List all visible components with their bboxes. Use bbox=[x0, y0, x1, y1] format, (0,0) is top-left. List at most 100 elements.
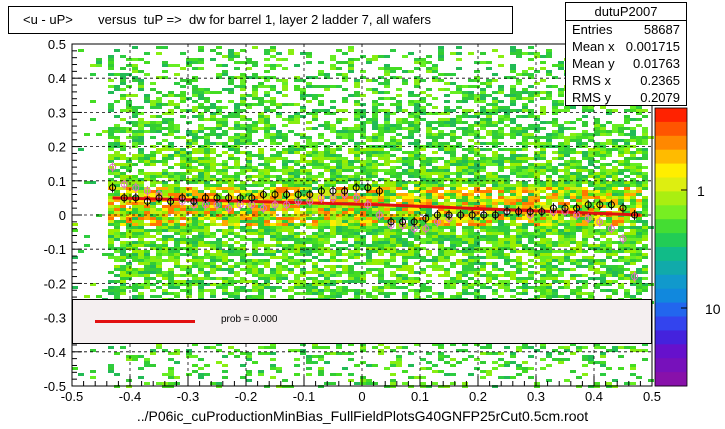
stats-label: Mean y bbox=[572, 56, 615, 71]
black-profile-point bbox=[422, 214, 430, 222]
black-profile-point bbox=[433, 211, 441, 219]
black-profile-point bbox=[538, 208, 546, 216]
color-scale-band bbox=[655, 316, 687, 331]
y-tick-label: -0.1 bbox=[44, 242, 66, 257]
black-profile-point bbox=[410, 218, 418, 226]
pink-profile-point bbox=[109, 163, 117, 171]
black-profile-point bbox=[178, 194, 186, 202]
black-profile-point bbox=[306, 190, 314, 198]
y-tick-label: -0.5 bbox=[44, 379, 66, 394]
black-profile-point bbox=[283, 190, 291, 198]
black-profile-point bbox=[143, 197, 151, 205]
color-scale-band bbox=[655, 135, 687, 151]
black-profile-point bbox=[607, 201, 615, 209]
color-scale-band bbox=[655, 219, 687, 234]
pink-profile-point bbox=[271, 201, 279, 209]
black-profile-point bbox=[561, 204, 569, 212]
legend: prob = 0.000 bbox=[72, 299, 652, 344]
color-scale-band bbox=[655, 149, 687, 165]
y-tick-label: 0.5 bbox=[48, 37, 66, 52]
black-profile-point bbox=[364, 184, 372, 192]
black-profile-point bbox=[457, 211, 465, 219]
black-profile-point bbox=[213, 194, 221, 202]
stats-value: 0.001715 bbox=[625, 39, 680, 54]
black-profile-point bbox=[329, 187, 337, 195]
x-tick-label: 0.4 bbox=[585, 389, 603, 404]
pink-profile-point bbox=[631, 273, 639, 281]
color-scale-band bbox=[655, 344, 687, 359]
axes: -0.5 -0.4 -0.3 -0.2 -0.1 0 0.1 0.2 0.3 0.4 0.5 -0.5… bbox=[44, 37, 661, 404]
y-tick-label: 0.2 bbox=[48, 140, 66, 155]
black-profile-point bbox=[190, 197, 198, 205]
profile-markers bbox=[109, 162, 639, 282]
stats-label: RMS x bbox=[572, 73, 611, 88]
color-scale-band bbox=[655, 302, 687, 317]
x-tick-label: 0.1 bbox=[411, 389, 429, 404]
black-profile-point bbox=[167, 197, 175, 205]
stats-label: Entries bbox=[572, 22, 613, 37]
black-profile-point bbox=[248, 194, 256, 202]
black-profile-point bbox=[155, 194, 163, 202]
x-tick-label: -0.3 bbox=[177, 389, 199, 404]
y-tick-label: 0.4 bbox=[48, 71, 66, 86]
stats-row-mean-x: Mean x 0.001715 bbox=[566, 38, 686, 55]
pink-profile-point bbox=[607, 225, 615, 233]
pink-profile-point bbox=[225, 204, 233, 212]
color-scale-band bbox=[655, 274, 687, 290]
color-scale-band bbox=[655, 233, 687, 248]
y-tick-label: 0.3 bbox=[48, 105, 66, 120]
x-tick-label: 0.3 bbox=[527, 389, 545, 404]
stats-value: 0.01763 bbox=[633, 56, 680, 71]
black-profile-point bbox=[225, 194, 233, 202]
stats-row-rms-y: RMS y 0.2079 bbox=[566, 89, 686, 106]
heatmap-cells bbox=[72, 46, 654, 388]
color-scale-band bbox=[655, 330, 687, 345]
pink-profile-point bbox=[143, 187, 151, 195]
stats-row-mean-y: Mean y 0.01763 bbox=[566, 55, 686, 72]
black-profile-point bbox=[387, 218, 395, 226]
pink-profile-point bbox=[584, 214, 592, 222]
x-tick-label: 0 bbox=[358, 389, 365, 404]
black-profile-point bbox=[619, 204, 627, 212]
color-scale-band bbox=[655, 177, 687, 192]
black-profile-point bbox=[120, 194, 128, 202]
black-profile-point bbox=[549, 204, 557, 212]
pink-profile-point bbox=[352, 194, 360, 202]
y-tick-label: -0.2 bbox=[44, 276, 66, 291]
black-profile-point bbox=[480, 211, 488, 219]
black-profile-point bbox=[236, 194, 244, 202]
pink-profile-point bbox=[619, 235, 627, 243]
stats-value: 0.2365 bbox=[640, 73, 680, 88]
x-tick-label: -0.4 bbox=[119, 389, 141, 404]
stats-label: Mean x bbox=[572, 39, 615, 54]
black-profile-point bbox=[317, 187, 325, 195]
pink-profile-point bbox=[364, 201, 372, 209]
color-scale-band bbox=[655, 372, 687, 387]
color-scale-label: 10 bbox=[705, 301, 721, 317]
x-tick-label: -0.1 bbox=[293, 389, 315, 404]
color-scale-band bbox=[655, 121, 687, 137]
black-profile-point bbox=[132, 194, 140, 202]
stats-row-rms-x: RMS x 0.2365 bbox=[566, 72, 686, 89]
color-scale-label: 1 bbox=[697, 183, 705, 199]
black-profile-point bbox=[503, 208, 511, 216]
pink-profile-point bbox=[259, 204, 267, 212]
y-tick-label: 0.1 bbox=[48, 174, 66, 189]
x-axis-label: ../P06ic_cuProductionMinBias_FullFieldPl… bbox=[136, 408, 589, 424]
stats-row-entries: Entries 58687 bbox=[566, 21, 686, 38]
chart-title: <u - uP> versus tuP => dw for barrel 1, … bbox=[8, 6, 513, 34]
black-profile-point bbox=[573, 204, 581, 212]
x-tick-label: 0.5 bbox=[643, 389, 661, 404]
stats-value: 0.2079 bbox=[640, 90, 680, 105]
pink-profile-point bbox=[283, 201, 291, 209]
black-profile-point bbox=[201, 194, 209, 202]
color-scale-band bbox=[655, 191, 687, 206]
legend-line-swatch bbox=[95, 320, 195, 323]
black-profile-point bbox=[596, 201, 604, 209]
color-scale-band bbox=[655, 163, 687, 178]
y-tick-label: -0.3 bbox=[44, 311, 66, 326]
black-profile-point bbox=[271, 190, 279, 198]
black-profile-point bbox=[259, 190, 267, 198]
stats-label: RMS y bbox=[572, 90, 611, 105]
